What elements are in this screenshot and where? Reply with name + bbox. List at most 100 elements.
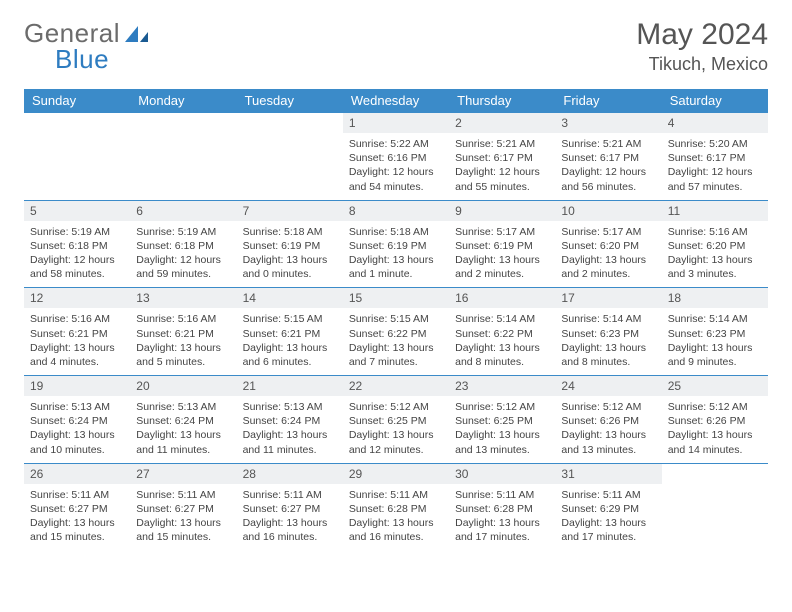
day-details: Sunrise: 5:11 AMSunset: 6:27 PMDaylight:… [237,484,343,551]
calendar-day-cell: 19Sunrise: 5:13 AMSunset: 6:24 PMDayligh… [24,376,130,464]
day-details: Sunrise: 5:13 AMSunset: 6:24 PMDaylight:… [24,396,130,463]
day-number: 19 [24,376,130,396]
calendar-day-cell: 17Sunrise: 5:14 AMSunset: 6:23 PMDayligh… [555,288,661,376]
calendar-day-cell: 30Sunrise: 5:11 AMSunset: 6:28 PMDayligh… [449,463,555,550]
day-details: Sunrise: 5:11 AMSunset: 6:27 PMDaylight:… [130,484,236,551]
weekday-header: Sunday [24,89,130,113]
day-number: 20 [130,376,236,396]
calendar-day-cell [237,113,343,201]
day-number: 13 [130,288,236,308]
day-number [130,113,236,133]
calendar-day-cell: 3Sunrise: 5:21 AMSunset: 6:17 PMDaylight… [555,113,661,201]
day-details: Sunrise: 5:12 AMSunset: 6:26 PMDaylight:… [555,396,661,463]
calendar-day-cell: 9Sunrise: 5:17 AMSunset: 6:19 PMDaylight… [449,200,555,288]
weekday-header: Friday [555,89,661,113]
day-number: 30 [449,464,555,484]
day-details: Sunrise: 5:18 AMSunset: 6:19 PMDaylight:… [237,221,343,288]
calendar-day-cell: 28Sunrise: 5:11 AMSunset: 6:27 PMDayligh… [237,463,343,550]
weekday-header: Monday [130,89,236,113]
logo-sail-icon [124,24,150,44]
calendar-week-row: 12Sunrise: 5:16 AMSunset: 6:21 PMDayligh… [24,288,768,376]
day-number: 9 [449,201,555,221]
day-number: 25 [662,376,768,396]
weekday-header-row: Sunday Monday Tuesday Wednesday Thursday… [24,89,768,113]
day-number: 10 [555,201,661,221]
day-number: 7 [237,201,343,221]
calendar-day-cell: 22Sunrise: 5:12 AMSunset: 6:25 PMDayligh… [343,376,449,464]
calendar-day-cell: 5Sunrise: 5:19 AMSunset: 6:18 PMDaylight… [24,200,130,288]
day-number [24,113,130,133]
day-details: Sunrise: 5:21 AMSunset: 6:17 PMDaylight:… [555,133,661,200]
day-number: 21 [237,376,343,396]
day-number: 12 [24,288,130,308]
day-details: Sunrise: 5:17 AMSunset: 6:20 PMDaylight:… [555,221,661,288]
day-details: Sunrise: 5:21 AMSunset: 6:17 PMDaylight:… [449,133,555,200]
day-number: 26 [24,464,130,484]
day-details: Sunrise: 5:15 AMSunset: 6:21 PMDaylight:… [237,308,343,375]
month-title: May 2024 [636,18,768,52]
day-number: 4 [662,113,768,133]
day-number: 3 [555,113,661,133]
calendar-day-cell [662,463,768,550]
day-number: 17 [555,288,661,308]
calendar-day-cell: 1Sunrise: 5:22 AMSunset: 6:16 PMDaylight… [343,113,449,201]
day-details: Sunrise: 5:12 AMSunset: 6:25 PMDaylight:… [343,396,449,463]
logo-text-2: Blue [55,44,109,75]
calendar-day-cell [130,113,236,201]
title-block: May 2024 Tikuch, Mexico [636,18,768,75]
day-details: Sunrise: 5:12 AMSunset: 6:25 PMDaylight:… [449,396,555,463]
day-number: 22 [343,376,449,396]
calendar-day-cell [24,113,130,201]
calendar-day-cell: 27Sunrise: 5:11 AMSunset: 6:27 PMDayligh… [130,463,236,550]
calendar-table: Sunday Monday Tuesday Wednesday Thursday… [24,89,768,550]
calendar-day-cell: 15Sunrise: 5:15 AMSunset: 6:22 PMDayligh… [343,288,449,376]
calendar-day-cell: 7Sunrise: 5:18 AMSunset: 6:19 PMDaylight… [237,200,343,288]
calendar-day-cell: 25Sunrise: 5:12 AMSunset: 6:26 PMDayligh… [662,376,768,464]
day-details: Sunrise: 5:15 AMSunset: 6:22 PMDaylight:… [343,308,449,375]
day-details: Sunrise: 5:16 AMSunset: 6:20 PMDaylight:… [662,221,768,288]
day-details: Sunrise: 5:22 AMSunset: 6:16 PMDaylight:… [343,133,449,200]
calendar-day-cell: 31Sunrise: 5:11 AMSunset: 6:29 PMDayligh… [555,463,661,550]
day-number: 27 [130,464,236,484]
day-details: Sunrise: 5:19 AMSunset: 6:18 PMDaylight:… [130,221,236,288]
day-details: Sunrise: 5:18 AMSunset: 6:19 PMDaylight:… [343,221,449,288]
location: Tikuch, Mexico [636,54,768,75]
calendar-day-cell: 6Sunrise: 5:19 AMSunset: 6:18 PMDaylight… [130,200,236,288]
day-number: 15 [343,288,449,308]
day-details: Sunrise: 5:11 AMSunset: 6:29 PMDaylight:… [555,484,661,551]
day-details: Sunrise: 5:19 AMSunset: 6:18 PMDaylight:… [24,221,130,288]
day-number: 18 [662,288,768,308]
calendar-day-cell: 16Sunrise: 5:14 AMSunset: 6:22 PMDayligh… [449,288,555,376]
day-details: Sunrise: 5:16 AMSunset: 6:21 PMDaylight:… [130,308,236,375]
day-details: Sunrise: 5:11 AMSunset: 6:28 PMDaylight:… [449,484,555,551]
day-details: Sunrise: 5:11 AMSunset: 6:28 PMDaylight:… [343,484,449,551]
logo: General Blue [24,18,150,49]
header: General Blue May 2024 Tikuch, Mexico [24,18,768,75]
day-number: 11 [662,201,768,221]
day-number: 6 [130,201,236,221]
day-number: 8 [343,201,449,221]
day-number: 2 [449,113,555,133]
day-details: Sunrise: 5:13 AMSunset: 6:24 PMDaylight:… [237,396,343,463]
calendar-day-cell: 2Sunrise: 5:21 AMSunset: 6:17 PMDaylight… [449,113,555,201]
calendar-day-cell: 20Sunrise: 5:13 AMSunset: 6:24 PMDayligh… [130,376,236,464]
calendar-day-cell: 23Sunrise: 5:12 AMSunset: 6:25 PMDayligh… [449,376,555,464]
weekday-header: Wednesday [343,89,449,113]
day-details: Sunrise: 5:11 AMSunset: 6:27 PMDaylight:… [24,484,130,551]
day-details: Sunrise: 5:14 AMSunset: 6:23 PMDaylight:… [662,308,768,375]
calendar-day-cell: 29Sunrise: 5:11 AMSunset: 6:28 PMDayligh… [343,463,449,550]
calendar-day-cell: 24Sunrise: 5:12 AMSunset: 6:26 PMDayligh… [555,376,661,464]
calendar-day-cell: 13Sunrise: 5:16 AMSunset: 6:21 PMDayligh… [130,288,236,376]
calendar-day-cell: 4Sunrise: 5:20 AMSunset: 6:17 PMDaylight… [662,113,768,201]
day-number: 5 [24,201,130,221]
day-number [237,113,343,133]
weekday-header: Tuesday [237,89,343,113]
calendar-day-cell: 26Sunrise: 5:11 AMSunset: 6:27 PMDayligh… [24,463,130,550]
calendar-day-cell: 12Sunrise: 5:16 AMSunset: 6:21 PMDayligh… [24,288,130,376]
day-number: 28 [237,464,343,484]
weekday-header: Saturday [662,89,768,113]
calendar-day-cell: 11Sunrise: 5:16 AMSunset: 6:20 PMDayligh… [662,200,768,288]
calendar-day-cell: 21Sunrise: 5:13 AMSunset: 6:24 PMDayligh… [237,376,343,464]
calendar-day-cell: 10Sunrise: 5:17 AMSunset: 6:20 PMDayligh… [555,200,661,288]
day-number: 14 [237,288,343,308]
